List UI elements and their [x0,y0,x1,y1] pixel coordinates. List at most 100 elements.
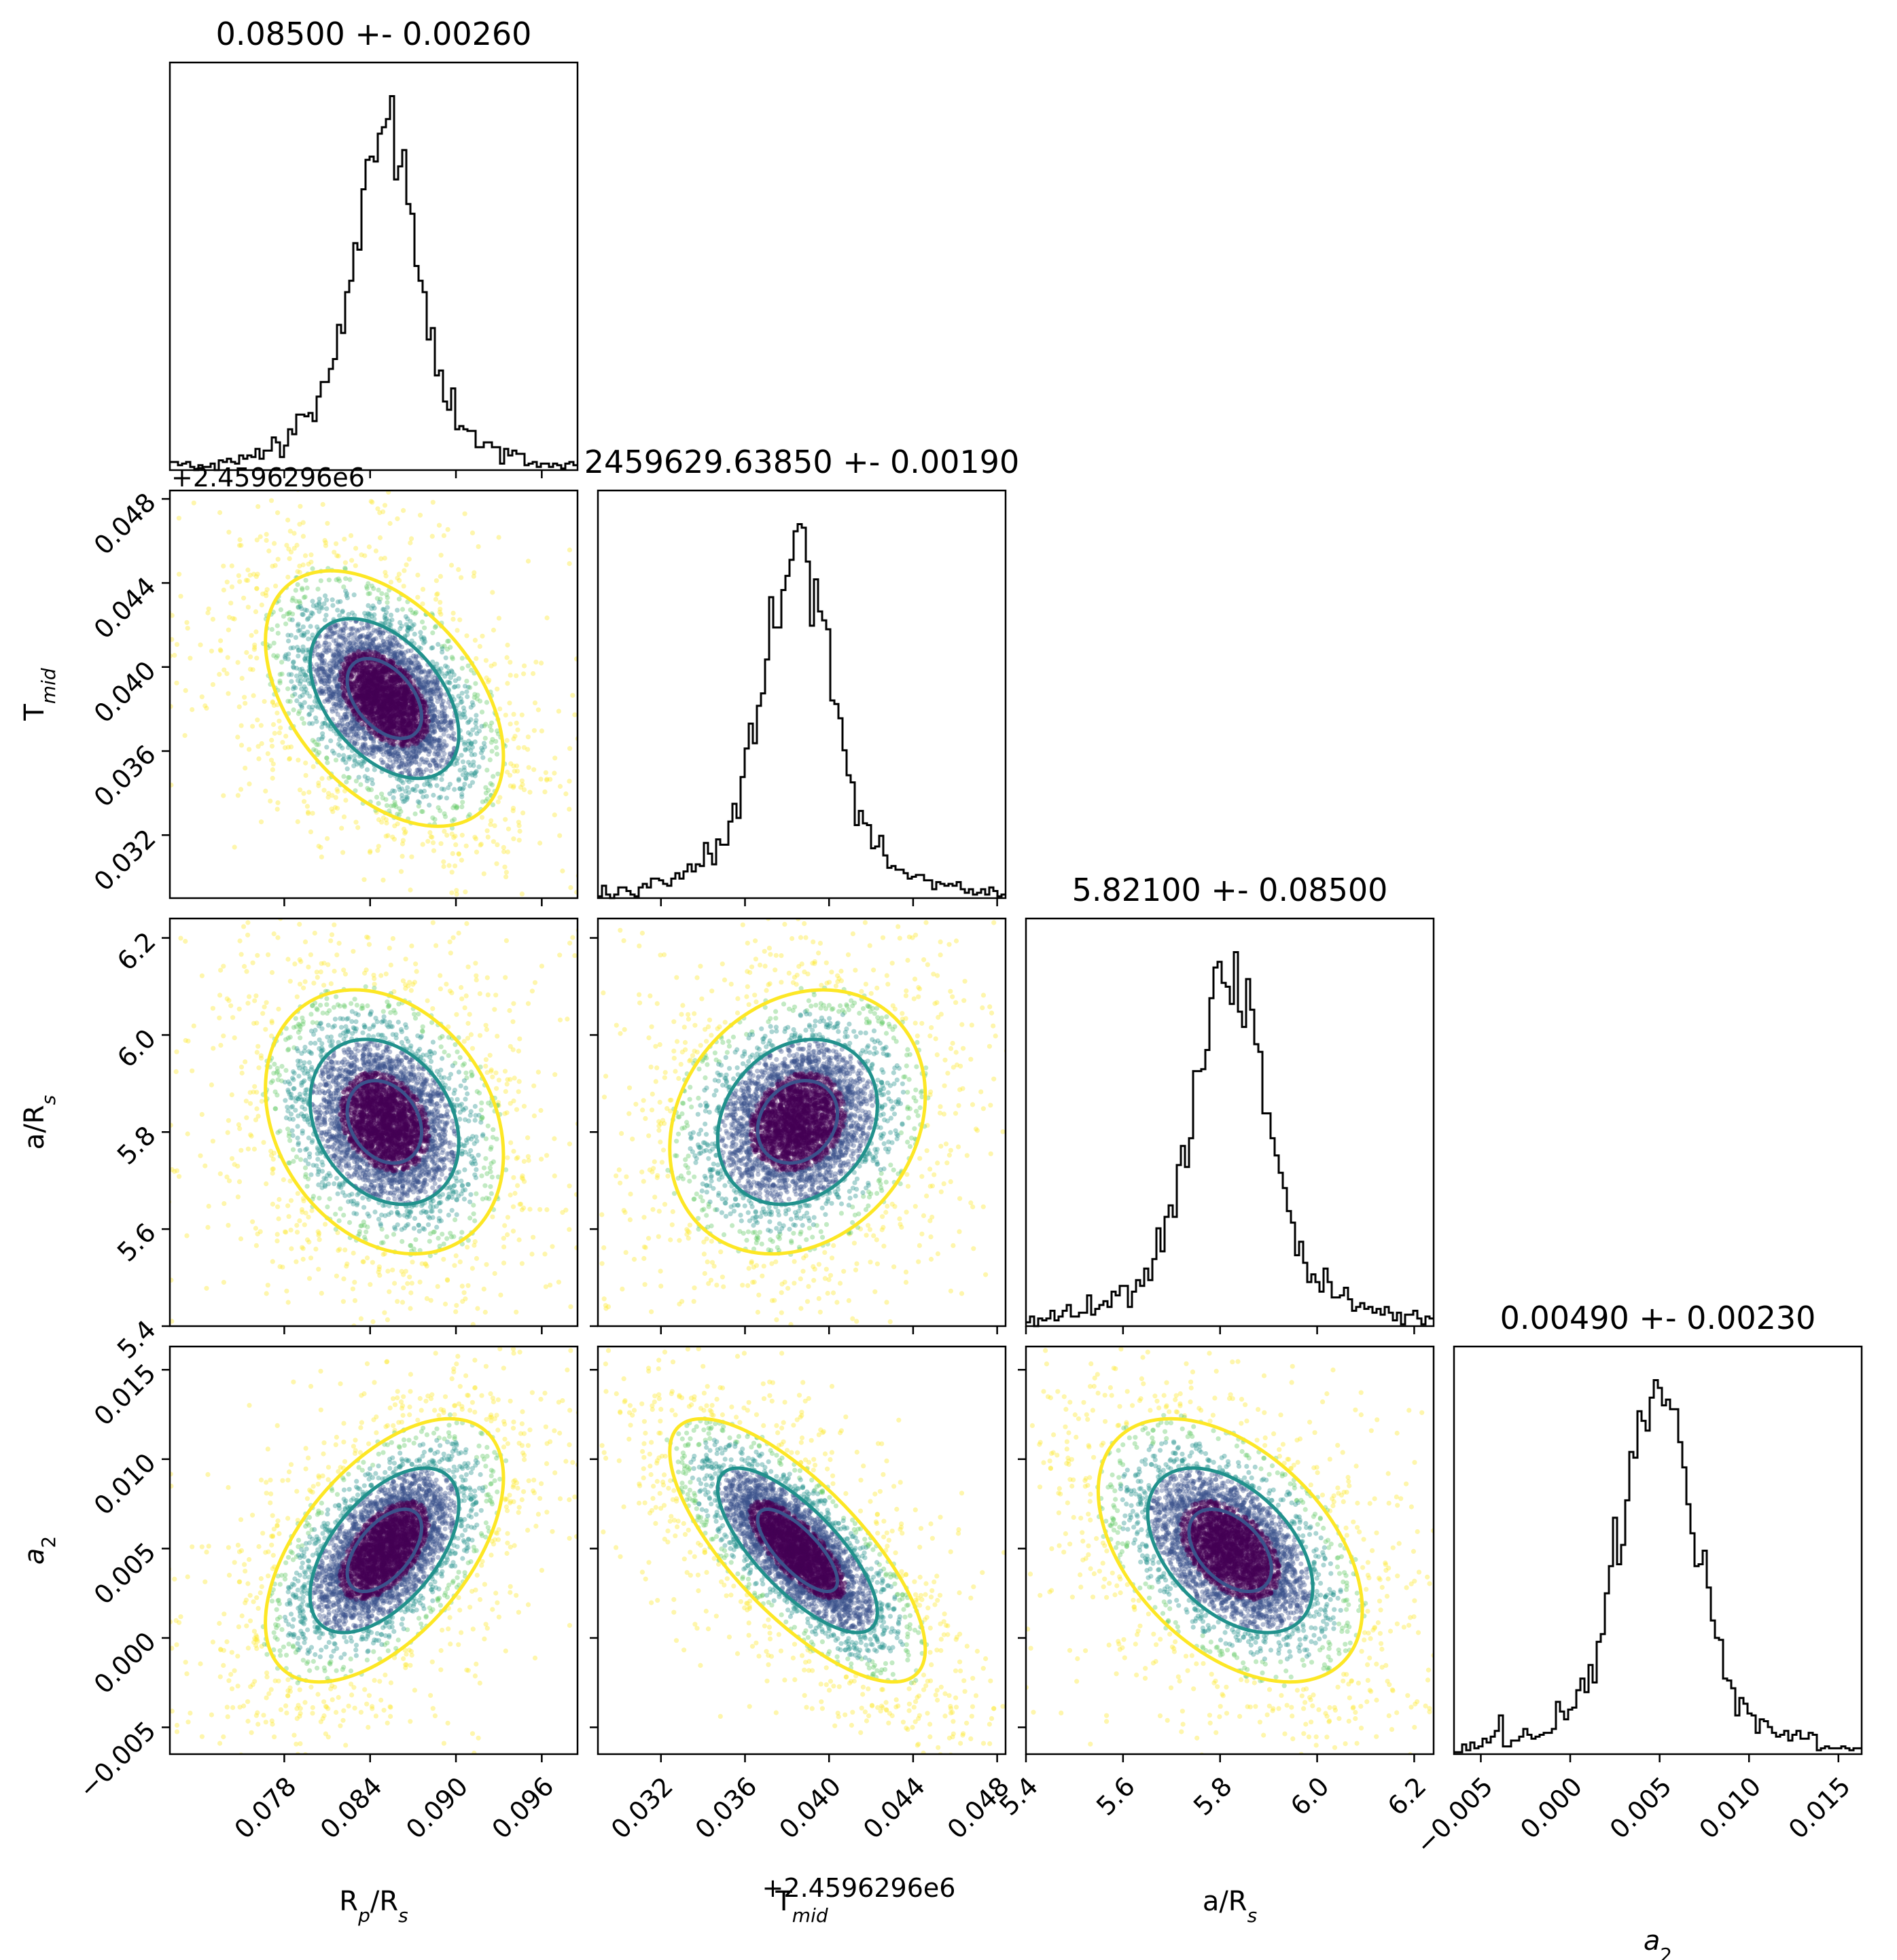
scatter-point [116,477,121,482]
scatter-point [410,753,415,759]
scatter-point [325,722,331,728]
scatter-point [418,669,423,675]
scatter-point [423,714,428,719]
scatter-point [381,642,387,648]
scatter-point [421,707,427,713]
scatter-point [416,677,421,683]
scatter-point [275,653,281,658]
scatter-point [376,587,381,593]
scatter-point [431,758,436,763]
scatter-point [323,689,329,694]
scatter-point [431,713,437,719]
scatter-point [321,668,326,674]
scatter-point [322,537,327,544]
scatter-point [396,764,402,770]
scatter-point [334,638,339,643]
scatter-point [405,624,411,630]
scatter-point [449,733,455,738]
scatter-point [465,741,471,747]
scatter-point [330,689,336,694]
scatter-point [329,685,334,690]
scatter-point [461,712,467,717]
scatter-point [404,753,409,759]
scatter-point [419,808,425,815]
scatter-point [255,717,260,723]
scatter-point [427,734,433,739]
scatter-point [288,632,294,638]
scatter-point [295,623,300,628]
scatter-point [310,721,315,726]
scatter-point [84,550,88,554]
scatter-point [264,531,269,537]
scatter-point [178,594,183,599]
scatter-point [380,643,386,648]
scatter-point [474,656,479,662]
scatter-point [473,836,479,842]
scatter-point [356,731,361,736]
scatter-point [366,643,372,649]
scatter-point [330,597,335,603]
scatter-point [333,709,338,714]
scatter-point [254,537,260,543]
scatter-point [333,701,338,707]
scatter-point [423,705,429,711]
scatter-point [353,739,358,745]
scatter-point [403,768,408,773]
scatter-point [331,692,336,698]
scatter-point [419,637,425,642]
scatter-point [380,654,385,660]
scatter-point [300,647,306,654]
scatter-point [414,767,420,773]
scatter-point [206,606,211,611]
scatter-point [371,740,376,745]
scatter-point [468,717,474,722]
scatter-point [457,617,463,622]
scatter-point [378,736,384,742]
scatter-point [366,648,371,654]
scatter-point [465,745,471,751]
scatter-point [377,744,383,749]
scatter-point [368,735,374,741]
scatter-point [422,669,427,675]
scatter-point [402,654,407,659]
scatter-point [368,651,373,656]
scatter-point [494,751,500,757]
scatter-point [320,651,325,656]
scatter-point [400,780,406,785]
scatter-point [392,823,397,829]
scatter-point [402,668,408,673]
scatter-point [342,654,349,659]
scatter-point [210,682,215,688]
scatter-point [460,800,465,805]
scatter-point [370,744,375,749]
scatter-point [416,739,422,745]
scatter-point [461,785,466,791]
scatter-point [420,601,425,607]
scatter-point [514,763,520,768]
scatter-point [333,795,338,800]
scatter-point [275,510,281,516]
scatter-point [322,720,327,726]
scatter-point [413,609,419,616]
scatter-point [312,698,317,704]
scatter-point [472,773,478,779]
scatter-point [317,690,323,696]
scatter-point [440,715,446,721]
scatter-point [429,741,434,746]
scatter-point [385,650,391,656]
scatter-point [349,713,355,719]
scatter-point [469,780,476,785]
scatter-point [297,666,302,672]
scatter-point [204,705,209,711]
scatter-point [407,625,412,630]
scatter-point [429,728,435,734]
scatter-point [448,719,454,725]
scatter-point [429,674,434,679]
scatter-point [298,503,303,509]
scatter-point [320,721,325,726]
scatter-point [380,630,386,636]
scatter-point [335,647,340,652]
scatter-point [367,728,372,734]
scatter-point [416,766,422,772]
scatter-point [315,671,321,677]
